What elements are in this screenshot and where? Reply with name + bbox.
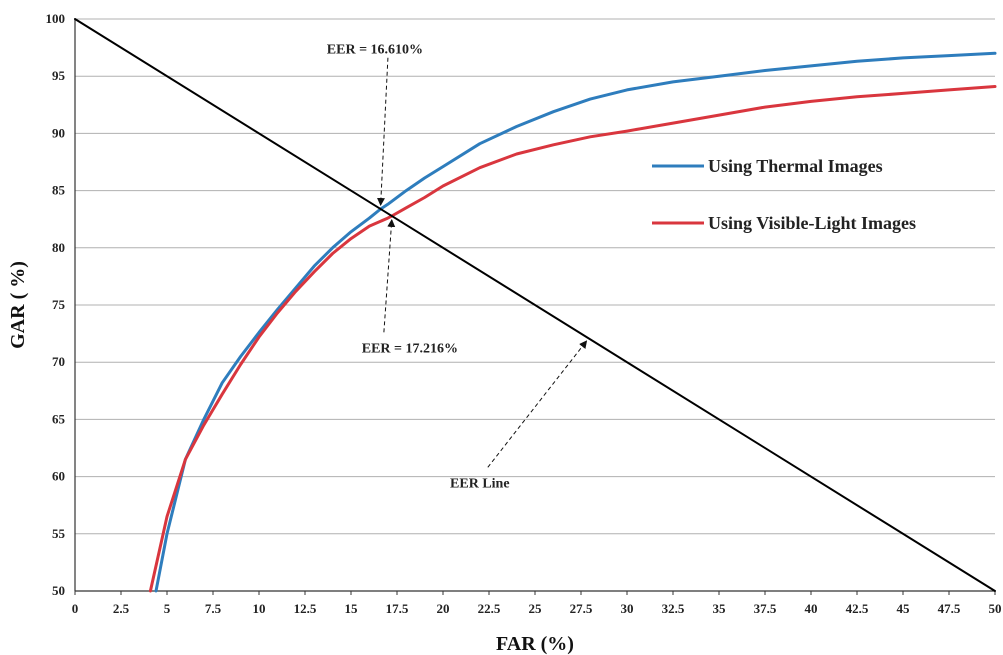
y-tick-label: 100: [46, 11, 66, 26]
x-tick-label: 0: [72, 601, 79, 616]
annotations: EER = 16.610% EER = 17.216% EER Line: [327, 43, 588, 491]
x-tick-label: 30: [621, 601, 634, 616]
annotation-arrow-eer-thermal: [376, 57, 389, 207]
y-tick-label: 55: [52, 526, 66, 541]
x-tick-label: 7.5: [205, 601, 222, 616]
x-tick-label: 47.5: [938, 601, 961, 616]
x-tick-label: 40: [805, 601, 818, 616]
x-tick-label: 20: [437, 601, 450, 616]
x-tick-label: 22.5: [478, 601, 501, 616]
annotation-arrow-eer-line: [487, 340, 588, 468]
legend-label-using-visible-light-images: Using Visible-Light Images: [708, 213, 916, 233]
y-tick-label: 50: [52, 583, 65, 598]
x-tick-label: 10: [253, 601, 266, 616]
legend: Using Thermal Images Using Visible-Light …: [652, 156, 916, 233]
y-tick-label: 60: [52, 469, 65, 484]
x-tick-label: 5: [164, 601, 171, 616]
y-tick-label: 70: [52, 354, 65, 369]
series-line-using-thermal-images: [154, 51, 997, 593]
y-tick-label: 90: [52, 125, 65, 140]
y-axis-title: GAR ( %): [7, 261, 29, 349]
annotation-label-eer-visible: EER = 17.216%: [362, 341, 458, 356]
y-tick-label: 75: [52, 297, 66, 312]
legend-label-using-thermal-images: Using Thermal Images: [708, 156, 883, 176]
x-tick-label: 17.5: [386, 601, 409, 616]
series: [74, 18, 997, 593]
series-line-eer-line: [74, 18, 996, 592]
x-tick-label: 42.5: [846, 601, 869, 616]
x-tick-label: 35: [713, 601, 727, 616]
x-tick-label: 37.5: [754, 601, 777, 616]
series-line-using-visible-light-images: [148, 85, 997, 593]
y-tick-label: 85: [52, 183, 66, 198]
annotation-label-eer-thermal: EER = 16.610%: [327, 43, 423, 58]
annotation-arrow-eer-visible: [383, 218, 396, 333]
x-axis-title: FAR (%): [496, 633, 574, 655]
x-tick-label: 25: [529, 601, 543, 616]
y-tick-label: 95: [52, 68, 66, 83]
x-tick-label: 50: [989, 601, 1002, 616]
x-tick-label: 15: [345, 601, 359, 616]
x-tick-label: 12.5: [294, 601, 317, 616]
x-tick-label: 27.5: [570, 601, 593, 616]
y-tick-label: 80: [52, 240, 65, 255]
x-tick-label: 32.5: [662, 601, 685, 616]
y-tick-label: 65: [52, 411, 66, 426]
x-tick-label: 45: [897, 601, 911, 616]
x-tick-label: 2.5: [113, 601, 130, 616]
annotation-label-eer-line: EER Line: [450, 476, 510, 491]
axes: 50 55 60 65 70 75 80 85 90 95 100 0 2.5 5 7.5 10 12.5 15 1…: [46, 11, 1002, 616]
